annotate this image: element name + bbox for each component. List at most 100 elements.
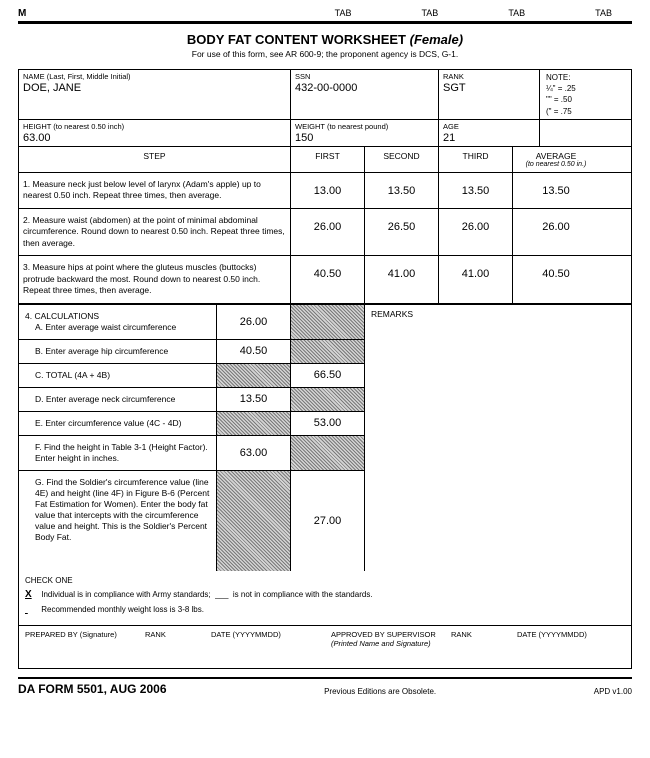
check-opt1-text: Individual is in compliance with Army st… bbox=[41, 590, 210, 599]
measure-row-waist: 2. Measure waist (abdomen) at the point … bbox=[19, 209, 631, 256]
rank-label: RANK bbox=[443, 72, 535, 81]
note-label: NOTE: bbox=[546, 72, 625, 83]
calc-left: 4. CALCULATIONS A. Enter average waist c… bbox=[19, 305, 365, 571]
age-cell: AGE 21 bbox=[439, 120, 539, 146]
calc-f-value: 63.00 bbox=[217, 436, 291, 470]
form-title: BODY FAT CONTENT WORKSHEET (Female) bbox=[18, 32, 632, 47]
rank-cell: RANK SGT bbox=[439, 70, 539, 119]
age-value: 21 bbox=[443, 132, 535, 144]
col-avg: AVERAGE (to nearest 0.50 in.) bbox=[513, 147, 599, 172]
ruler-tab: TAB bbox=[508, 8, 525, 19]
obsolete-text: Previous Editions are Obsolete. bbox=[324, 687, 436, 696]
rank-value: SGT bbox=[443, 82, 535, 94]
calc-row-f: F. Find the height in Table 3-1 (Height … bbox=[19, 436, 365, 471]
title-main: BODY FAT CONTENT WORKSHEET bbox=[187, 32, 406, 47]
check-x-icon: X bbox=[25, 587, 39, 602]
meas-third: 26.00 bbox=[439, 209, 513, 255]
calc-d-label: D. Enter average neck circumference bbox=[19, 388, 217, 411]
sig-appr-sub: (Printed Name and Signature) bbox=[331, 639, 439, 648]
step-text: 2. Measure waist (abdomen) at the point … bbox=[19, 209, 291, 255]
form-box: NAME (Last, First, Middle Initial) DOE, … bbox=[18, 69, 632, 669]
tab-ruler: M TAB TAB TAB TAB bbox=[18, 8, 632, 24]
check-opt2: Recommended monthly weight loss is 3-8 l… bbox=[25, 602, 625, 617]
hatch-cell bbox=[291, 305, 365, 339]
sig-date: DATE (YYYYMMDD) bbox=[205, 628, 325, 650]
note-cell: NOTE: ¼" = .25 "" = .50 (" = .75 bbox=[539, 70, 631, 119]
check-opt2-text: Recommended monthly weight loss is 3-8 l… bbox=[41, 605, 204, 614]
check-opt1: X Individual is in compliance with Army … bbox=[25, 587, 625, 602]
meas-avg: 26.00 bbox=[513, 209, 599, 255]
worksheet-page: M TAB TAB TAB TAB BODY FAT CONTENT WORKS… bbox=[0, 0, 650, 704]
header-row-2: HEIGHT (to nearest 0.50 inch) 63.00 WEIG… bbox=[19, 120, 631, 147]
meas-second: 41.00 bbox=[365, 256, 439, 302]
meas-avg: 40.50 bbox=[513, 256, 599, 302]
header-row-1: NAME (Last, First, Middle Initial) DOE, … bbox=[19, 70, 631, 120]
ssn-label: SSN bbox=[295, 72, 434, 81]
meas-third: 41.00 bbox=[439, 256, 513, 302]
calc-row-c: C. TOTAL (4A + 4B) 66.50 bbox=[19, 364, 365, 388]
calc-e-value: 53.00 bbox=[291, 412, 365, 435]
height-label: HEIGHT (to nearest 0.50 inch) bbox=[23, 122, 286, 131]
calc-g-label: G. Find the Soldier's circumference valu… bbox=[19, 471, 217, 571]
hatch-cell bbox=[291, 436, 365, 470]
calc-head: 4. CALCULATIONS bbox=[25, 311, 210, 322]
weight-label: WEIGHT (to nearest pound) bbox=[295, 122, 434, 131]
apd-version: APD v1.00 bbox=[594, 687, 632, 696]
remarks-label: REMARKS bbox=[371, 309, 625, 319]
calc-f-label: F. Find the height in Table 3-1 (Height … bbox=[19, 436, 217, 470]
calc-label: 4. CALCULATIONS A. Enter average waist c… bbox=[19, 305, 217, 339]
hatch-cell bbox=[217, 412, 291, 435]
col-step: STEP bbox=[19, 147, 291, 172]
name-cell: NAME (Last, First, Middle Initial) DOE, … bbox=[19, 70, 291, 119]
weight-cell: WEIGHT (to nearest pound) 150 bbox=[291, 120, 439, 146]
form-subtitle: For use of this form, see AR 600-9; the … bbox=[18, 49, 632, 59]
sig-approved: APPROVED BY SUPERVISOR (Printed Name and… bbox=[325, 628, 445, 650]
note-spacer bbox=[539, 120, 631, 146]
calc-e-label: E. Enter circumference value (4C - 4D) bbox=[19, 412, 217, 435]
hatch-cell bbox=[291, 340, 365, 363]
ruler-tab: TAB bbox=[421, 8, 438, 19]
col-second: SECOND bbox=[365, 147, 439, 172]
sig-date2: DATE (YYYYMMDD) bbox=[511, 628, 631, 650]
sig-appr-label: APPROVED BY SUPERVISOR bbox=[331, 630, 439, 639]
ssn-cell: SSN 432-00-0000 bbox=[291, 70, 439, 119]
height-value: 63.00 bbox=[23, 132, 286, 144]
meas-first: 40.50 bbox=[291, 256, 365, 302]
meas-first: 26.00 bbox=[291, 209, 365, 255]
meas-second: 26.50 bbox=[365, 209, 439, 255]
column-header-row: STEP FIRST SECOND THIRD AVERAGE (to near… bbox=[19, 147, 631, 173]
weight-value: 150 bbox=[295, 132, 434, 144]
remarks-area: REMARKS bbox=[365, 305, 631, 571]
check-head: CHECK ONE bbox=[25, 575, 625, 587]
title-suffix: (Female) bbox=[410, 32, 463, 47]
ssn-value: 432-00-0000 bbox=[295, 82, 434, 94]
height-cell: HEIGHT (to nearest 0.50 inch) 63.00 bbox=[19, 120, 291, 146]
hatch-cell bbox=[291, 388, 365, 411]
calc-b-label: B. Enter average hip circumference bbox=[19, 340, 217, 363]
footer: DA FORM 5501, AUG 2006 Previous Editions… bbox=[18, 677, 632, 696]
note-line: ¼" = .25 bbox=[546, 83, 625, 94]
step-text: 1. Measure neck just below level of lary… bbox=[19, 173, 291, 208]
calc-c-value: 66.50 bbox=[291, 364, 365, 387]
hatch-cell bbox=[217, 471, 291, 571]
calc-row-e: E. Enter circumference value (4C - 4D) 5… bbox=[19, 412, 365, 436]
calc-row-d: D. Enter average neck circumference 13.5… bbox=[19, 388, 365, 412]
name-value: DOE, JANE bbox=[23, 82, 286, 94]
calc-a-value: 26.00 bbox=[217, 305, 291, 339]
note-line: "" = .50 bbox=[546, 94, 625, 105]
ruler-tab: TAB bbox=[595, 8, 612, 19]
calc-b-value: 40.50 bbox=[217, 340, 291, 363]
check-opt1b-text: is not in compliance with the standards. bbox=[233, 590, 373, 599]
col-avg-label: AVERAGE bbox=[515, 151, 597, 161]
ruler-tab: TAB bbox=[335, 8, 352, 19]
ruler-tabs: TAB TAB TAB TAB bbox=[38, 8, 632, 19]
note-line: (" = .75 bbox=[546, 106, 625, 117]
measure-row-neck: 1. Measure neck just below level of lary… bbox=[19, 173, 631, 209]
check-block: CHECK ONE X Individual is in compliance … bbox=[19, 571, 631, 626]
calc-d-value: 13.50 bbox=[217, 388, 291, 411]
sig-rank: RANK bbox=[139, 628, 205, 650]
check-blank-icon bbox=[25, 602, 39, 617]
hatch-cell bbox=[217, 364, 291, 387]
col-avg-sub: (to nearest 0.50 in.) bbox=[515, 161, 597, 168]
signature-row: PREPARED BY (Signature) RANK DATE (YYYYM… bbox=[19, 626, 631, 668]
